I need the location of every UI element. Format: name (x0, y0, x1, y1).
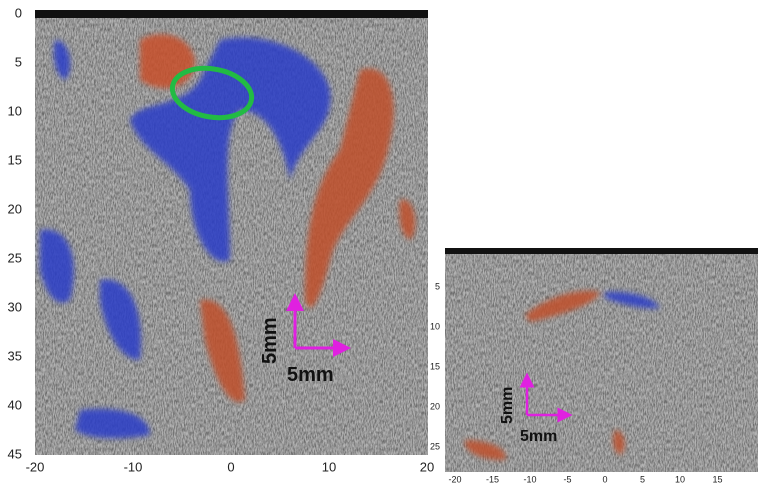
left-image: 5mm 5mm (35, 10, 428, 455)
ultrasound-figure: 5mm 5mm 5mm 5mm -20 -10 0 10 20 0 5 10 15 20 25 30 3… (0, 0, 758, 489)
x-tick-label: -20 (448, 474, 461, 484)
scale-label: 5mm (287, 364, 334, 386)
x-tick-label: 20 (420, 459, 434, 474)
y-tick-label: 15 (8, 152, 22, 167)
y-tick-label: 30 (8, 299, 22, 314)
scale-label: 5mm (520, 428, 557, 445)
x-tick-label: 0 (602, 474, 607, 484)
y-tick-label: 35 (8, 348, 22, 363)
y-tick-label: 45 (8, 446, 22, 461)
right-image: 5mm 5mm (445, 248, 758, 472)
x-tick-label: 10 (675, 474, 685, 484)
x-tick-label: 10 (322, 459, 336, 474)
y-tick-label: 40 (8, 397, 22, 412)
x-tick-label: -10 (124, 459, 143, 474)
x-tick-label: -20 (26, 459, 45, 474)
x-tick-label: -10 (523, 474, 536, 484)
scale-label: 5mm (259, 317, 281, 364)
y-tick-label: 25 (8, 250, 22, 265)
y-tick-label: 5 (15, 54, 22, 69)
y-tick-label: 5 (435, 281, 440, 291)
y-tick-label: 25 (430, 441, 440, 451)
y-tick-label: 10 (430, 321, 440, 331)
x-tick-label: 5 (640, 474, 645, 484)
x-tick-label: 15 (712, 474, 722, 484)
y-tick-label: 0 (15, 5, 22, 20)
x-tick-label: 0 (227, 459, 234, 474)
scale-label: 5mm (499, 387, 516, 424)
x-tick-label: -5 (563, 474, 571, 484)
y-tick-label: 10 (8, 103, 22, 118)
x-tick-label: -15 (486, 474, 499, 484)
y-tick-label: 20 (8, 201, 22, 216)
y-tick-label: 15 (430, 361, 440, 371)
y-tick-label: 20 (430, 401, 440, 411)
